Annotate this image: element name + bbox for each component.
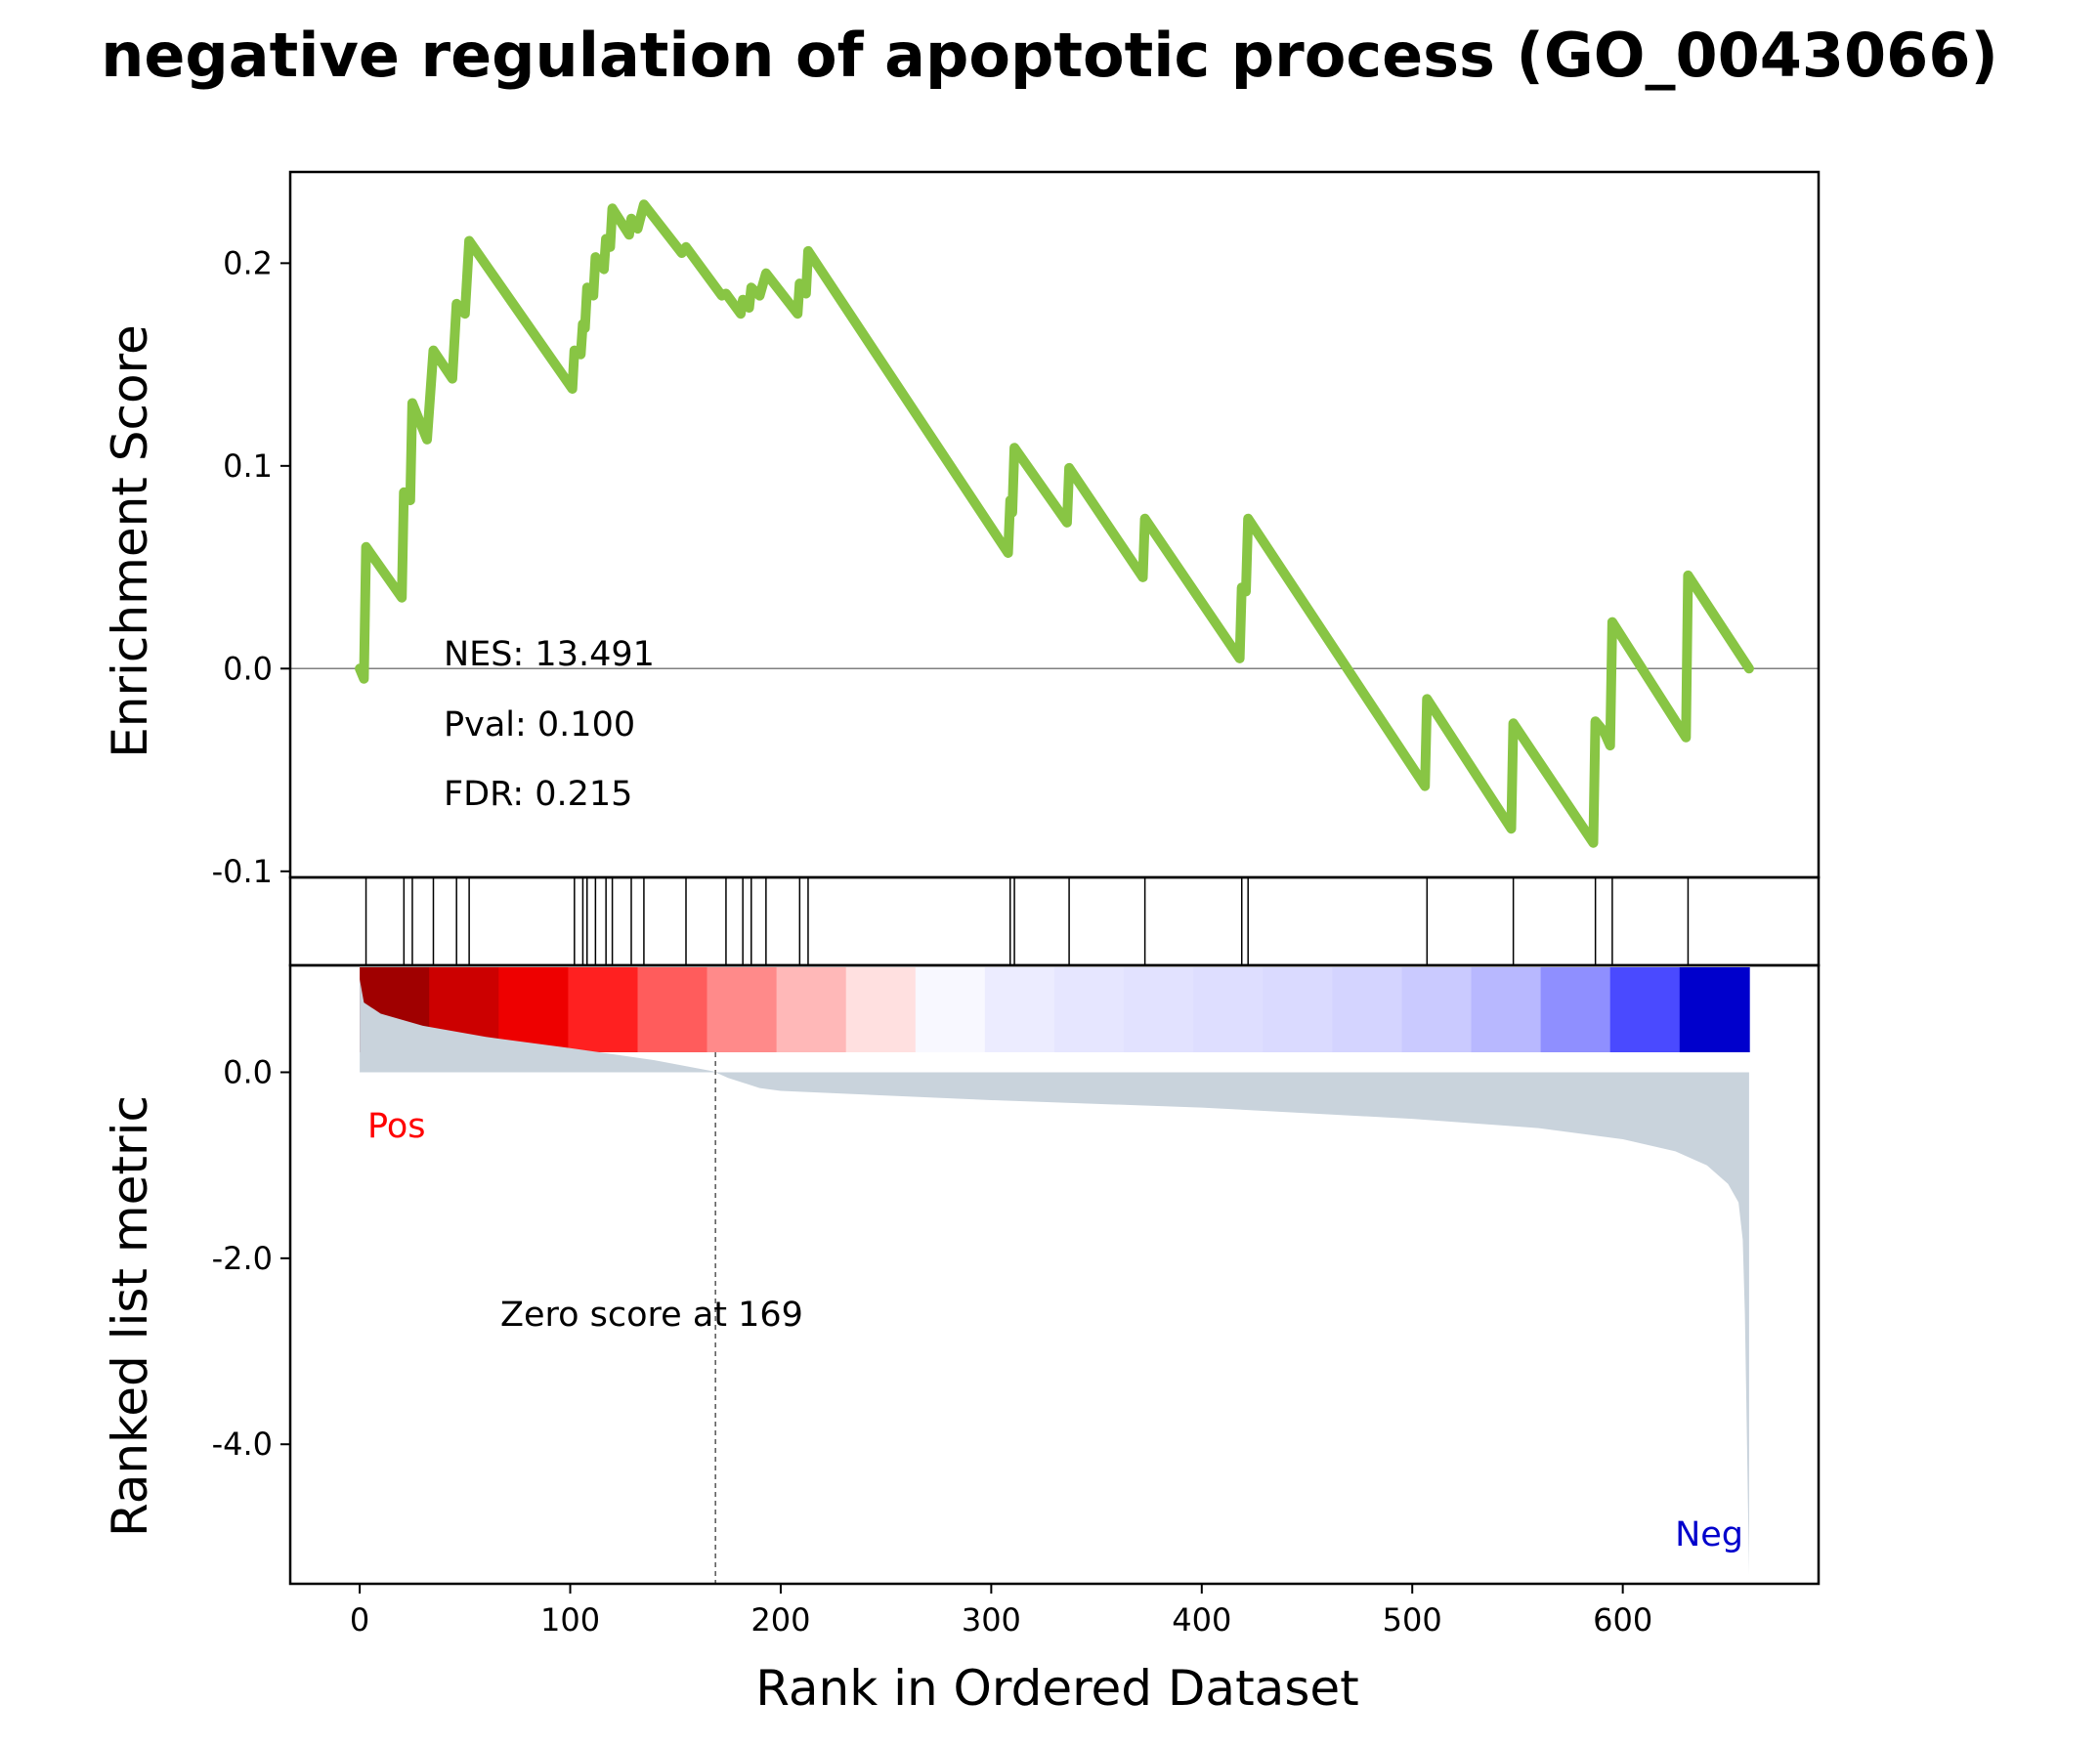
es-y-tick-label: -0.1 <box>212 853 273 890</box>
enrichment-score-panel: -0.1 0.0 0.1 0.2 <box>212 199 1819 890</box>
es-y-tick-label: 0.2 <box>223 244 273 281</box>
heatmap-segment <box>568 967 639 1052</box>
heatmap-segment <box>1679 967 1750 1052</box>
heatmap-segment <box>1054 967 1125 1052</box>
heatmap-segment <box>915 967 986 1052</box>
hit-marks-panel <box>364 877 1690 965</box>
heatmap-segment <box>1124 967 1194 1052</box>
ranked-metric-panel: -4.0 -2.0 0.0 <box>212 967 1750 1584</box>
heatmap-segment <box>776 967 847 1052</box>
metric-y-tick-label: -2.0 <box>212 1240 273 1277</box>
chart-title: negative regulation of apoptotic process… <box>101 20 1998 91</box>
metric-axis-label: Ranked list metric <box>102 1095 158 1537</box>
metric-area <box>360 979 1749 1575</box>
es-curve-line <box>355 199 1754 848</box>
heatmap-segment <box>707 967 778 1052</box>
metric-y-tick-label: -4.0 <box>212 1426 273 1463</box>
x-axis-ticks: 0 100 200 300 400 500 600 <box>350 1584 1652 1639</box>
heatmap-segment <box>845 967 917 1052</box>
metric-y-tick-label: 0.0 <box>223 1053 273 1090</box>
fdr-label: FDR: 0.215 <box>444 775 632 814</box>
x-tick-label: 300 <box>962 1601 1021 1639</box>
es-y-tick-label: 0.0 <box>223 650 273 687</box>
heatmap-segment <box>1401 967 1473 1052</box>
es-panel-frame <box>288 170 1821 879</box>
x-tick-label: 600 <box>1593 1601 1652 1639</box>
nes-label: NES: 13.491 <box>444 635 655 674</box>
x-tick-label: 200 <box>750 1601 810 1639</box>
metric-panel-frame <box>288 963 1821 1586</box>
x-tick-label: 500 <box>1383 1601 1442 1639</box>
heatmap-segment <box>637 967 708 1052</box>
heatmap-segment <box>1609 967 1681 1052</box>
heatmap-segment <box>1193 967 1264 1052</box>
es-axis-label: Enrichment Score <box>102 324 158 758</box>
hits-panel-frame <box>288 875 1821 967</box>
x-tick-label: 100 <box>540 1601 600 1639</box>
heatmap-segment <box>1540 967 1611 1052</box>
x-tick-label: 400 <box>1172 1601 1231 1639</box>
pval-label: Pval: 0.100 <box>444 705 635 745</box>
x-tick-label: 0 <box>350 1601 369 1639</box>
heatmap-segment <box>1471 967 1542 1052</box>
es-y-tick-label: 0.1 <box>223 447 273 485</box>
x-axis-label: Rank in Ordered Dataset <box>755 1660 1358 1717</box>
neg-label: Neg <box>1675 1515 1743 1554</box>
heatmap-segment <box>984 967 1055 1052</box>
heatmap-segment <box>1332 967 1403 1052</box>
heatmap-segment <box>498 967 570 1052</box>
heatmap-segment <box>1263 967 1334 1052</box>
zero-score-label: Zero score at 169 <box>500 1296 803 1335</box>
pos-label: Pos <box>367 1107 426 1146</box>
